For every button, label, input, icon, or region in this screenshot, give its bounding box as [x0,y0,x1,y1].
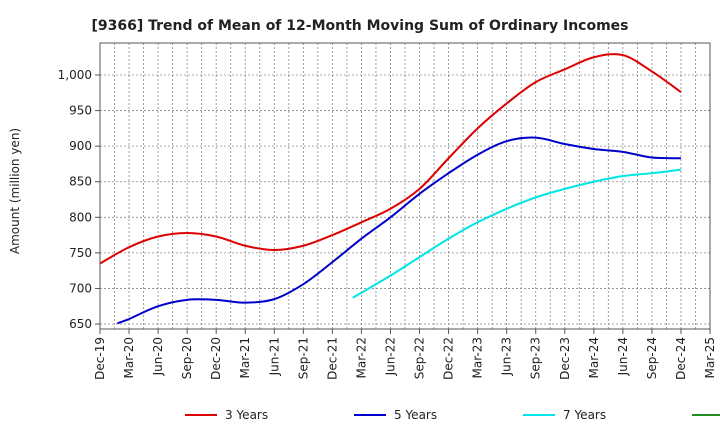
y-axis-label: Amount (million yen) [8,128,22,254]
x-tick-label: Sep-23 [529,337,543,379]
x-tick-label: Mar-24 [587,337,601,378]
series-line-5-years [117,136,681,325]
y-tick-label: 900 [69,139,92,153]
legend-label: 3 Years [225,408,268,422]
plot-border [99,42,711,330]
x-tick-label: Sep-22 [413,337,427,379]
y-tick-label: 800 [69,210,92,224]
x-tick-label: Dec-19 [93,337,107,380]
x-tick-label: Jun-20 [151,337,165,376]
x-tick-label: Jun-24 [616,337,630,376]
x-tick-label: Dec-22 [442,337,456,380]
x-tick-label: Mar-22 [354,337,368,378]
x-tick-label: Mar-21 [238,337,252,378]
x-tick-label: Mar-20 [122,337,136,378]
x-tick-label: Mar-23 [471,337,485,378]
series-line-7-years [352,168,682,299]
x-tick-label: Dec-23 [558,337,572,380]
x-tick-label: Dec-20 [209,337,223,380]
y-tick-label: 1,000 [58,68,92,82]
y-tick-label: 750 [69,246,92,260]
x-tick-label: Jun-22 [383,337,397,376]
y-tick-labels: 650 700 750 800 850 900 950 1,000 [58,68,100,331]
x-tick-label: Dec-24 [674,337,688,380]
x-tick-label: Sep-21 [296,337,310,379]
plot-frame [99,42,711,330]
x-tick-label: Sep-20 [180,337,194,379]
y-tick-label: 850 [69,175,92,189]
y-tick-label: 700 [69,281,92,295]
x-tick-label: Mar-25 [703,337,717,378]
x-tick-label: Sep-24 [645,337,659,379]
chart-title: [9366] Trend of Mean of 12-Month Moving … [91,18,628,34]
x-tick-label: Jun-23 [500,337,514,376]
legend-label: 5 Years [394,408,437,422]
y-tick-label: 950 [69,104,92,118]
series-lines [99,53,682,325]
y-tick-label: 650 [69,317,92,331]
grid-lines [100,43,710,329]
series-line-3-years [99,53,682,265]
x-tick-label: Dec-21 [325,337,339,380]
x-tick-label: Jun-21 [267,337,281,376]
legend-label: 7 Years [563,408,606,422]
x-tick-labels: Dec-19 Mar-20 Jun-20 Sep-20 Dec-20 Mar-21 Jun-… [93,329,717,380]
